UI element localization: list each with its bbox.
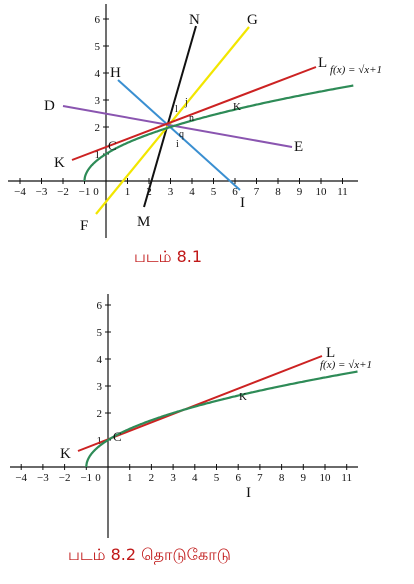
label-D: D [44, 98, 55, 114]
x-tick-label: −2 [59, 472, 71, 484]
y-tick-label: 3 [97, 381, 103, 393]
x-tick-label: 7 [254, 186, 260, 198]
x-tick-label: 6 [232, 186, 238, 198]
label-L: L [326, 345, 335, 361]
x-tick-label: 9 [297, 186, 303, 198]
label-H: H [110, 65, 121, 81]
label-K: K [60, 446, 71, 462]
label-K: K [54, 155, 65, 171]
y-ticks: 1 2 3 4 5 6 [95, 14, 109, 161]
function-label: f(x) = √x+1 [320, 359, 372, 371]
x-tick-label: 0 [95, 472, 101, 484]
x-tick-label: −3 [37, 472, 49, 484]
x-tick-label: 2 [149, 472, 155, 484]
x-tick-label: 6 [235, 472, 241, 484]
x-tick-label: 9 [301, 472, 307, 484]
line-purple-DE [62, 105, 293, 148]
y-tick-label: 1 [95, 149, 101, 161]
y-tick-label: 2 [95, 122, 101, 134]
label-L: L [318, 55, 327, 71]
label-k-curve: K [239, 391, 247, 403]
x-tick-label: 11 [341, 472, 352, 484]
label-I: I [246, 485, 251, 501]
label-G: G [247, 12, 258, 28]
function-label: f(x) = √x+1 [330, 64, 382, 76]
y-tick-label: 2 [97, 408, 103, 420]
x-tick-label: 8 [275, 186, 281, 198]
x-tick-label: 10 [316, 186, 328, 198]
x-tick-label: 3 [168, 186, 174, 198]
x-tick-label: 4 [192, 472, 198, 484]
x-tick-label: 7 [257, 472, 263, 484]
y-tick-label: 4 [97, 354, 103, 366]
function-curve [85, 370, 358, 467]
label-l: l [175, 104, 178, 115]
label-M: M [137, 214, 150, 230]
x-tick-label: 11 [337, 186, 348, 198]
x-tick-label: 1 [127, 472, 133, 484]
x-tick-label: 8 [279, 472, 285, 484]
x-tick-label: −4 [14, 186, 26, 198]
label-C: C [108, 138, 117, 153]
y-tick-label: 6 [97, 300, 103, 312]
x-tick-label: −4 [15, 472, 27, 484]
label-n: n [189, 113, 194, 124]
label-j: j [184, 97, 188, 108]
label-I: I [240, 195, 245, 211]
x-tick-label: 5 [211, 186, 217, 198]
label-i: i [176, 139, 179, 150]
label-k-curve: K [233, 101, 241, 113]
x-tick-label: −2 [57, 186, 69, 198]
y-tick-label: 6 [95, 14, 101, 26]
x-tick-label: −1 [79, 186, 91, 198]
y-tick-label: 1 [97, 435, 103, 447]
line-blue-HI [117, 79, 241, 191]
label-N: N [189, 12, 200, 28]
y-ticks: 1 2 3 4 5 6 [97, 300, 111, 447]
x-tick-label: 4 [189, 186, 195, 198]
label-q: q [179, 129, 184, 140]
y-tick-label: 4 [95, 68, 101, 80]
line-black-NM [143, 25, 197, 208]
label-C: C [113, 429, 122, 444]
y-tick-label: 3 [95, 95, 101, 107]
line-yellow-GF [95, 26, 250, 215]
x-tick-label: 10 [320, 472, 332, 484]
figure-caption: படம் 8.2 தொடுகோடு [68, 545, 231, 564]
figure-caption: படம் 8.1 [134, 247, 202, 266]
x-tick-label: 0 [93, 186, 99, 198]
line-red-KL [71, 66, 317, 161]
label-F: F [80, 218, 88, 234]
function-curve [83, 84, 354, 181]
x-tick-label: −3 [36, 186, 48, 198]
x-tick-label: 5 [214, 472, 220, 484]
y-tick-label: 5 [97, 327, 103, 339]
x-tick-label: −1 [80, 472, 92, 484]
x-tick-label: 1 [125, 186, 131, 198]
y-tick-label: 5 [95, 41, 101, 53]
label-E: E [294, 139, 303, 155]
x-tick-label: 3 [170, 472, 176, 484]
